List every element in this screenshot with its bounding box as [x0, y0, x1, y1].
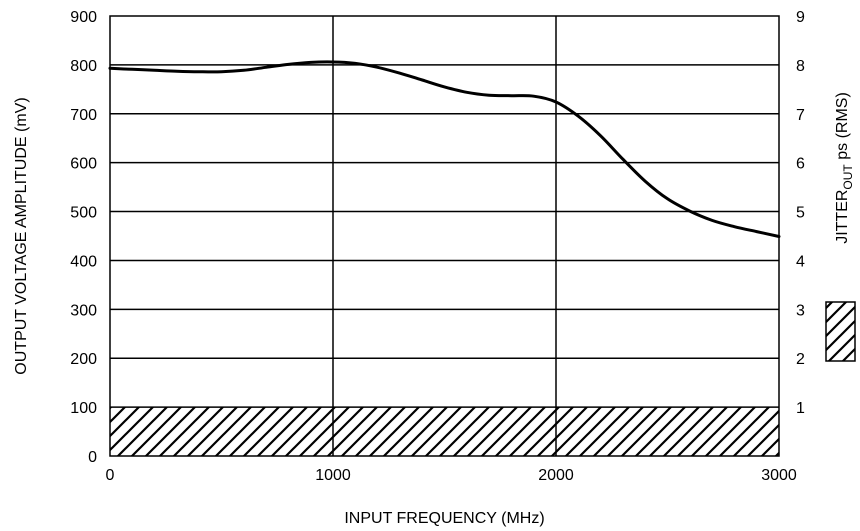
y-tick-label: 600: [70, 156, 97, 173]
y-tick-label: 800: [70, 58, 97, 75]
y-tick-label: 400: [70, 253, 97, 270]
x-tick-label: 1000: [315, 467, 351, 484]
y2-tick-label: 1: [796, 400, 805, 417]
grid-lines: [110, 16, 779, 456]
y-tick-label: 500: [70, 205, 97, 222]
jitter-legend-swatch: [825, 301, 856, 362]
y2-tick-label: 4: [796, 253, 805, 270]
y2-label-post: ps (RMS): [834, 92, 851, 164]
y2-tick-label: 3: [796, 302, 805, 319]
tick-labels: 0 100 200 300 400 500 600 700 800 900 1 2 3 4 5 6 7 8 9 0 10…: [70, 9, 805, 484]
x-axis-label: INPUT FREQUENCY (MHz): [344, 510, 544, 527]
y-axis-label: OUTPUT VOLTAGE AMPLITUDE (mV): [13, 97, 30, 374]
y-tick-label: 700: [70, 107, 97, 124]
y2-tick-label: 6: [796, 156, 805, 173]
y2-axis-label: JITTEROUT ps (RMS): [834, 92, 855, 244]
series-layer: [108, 60, 781, 238]
plot-frame: [109, 15, 780, 457]
y2-tick-label: 9: [796, 9, 805, 26]
y2-tick-label: 8: [796, 58, 805, 75]
jitter-band: [110, 407, 779, 456]
y-tick-label: 900: [70, 9, 97, 26]
y2-tick-label: 5: [796, 205, 805, 222]
x-tick-label: 0: [106, 467, 115, 484]
y-tick-label: 300: [70, 302, 97, 319]
x-tick-label: 3000: [761, 467, 797, 484]
jitter-band-fill: [110, 407, 779, 456]
y2-label-sub: OUT: [841, 164, 855, 190]
x-tick-label: 2000: [538, 467, 574, 484]
y2-tick-label: 2: [796, 351, 805, 368]
y2-tick-label: 7: [796, 107, 805, 124]
y-tick-label: 200: [70, 351, 97, 368]
y-tick-label: 0: [88, 449, 97, 466]
y2-label-pre: JITTER: [834, 190, 851, 244]
y-tick-label: 100: [70, 400, 97, 417]
series-line: [108, 60, 781, 238]
